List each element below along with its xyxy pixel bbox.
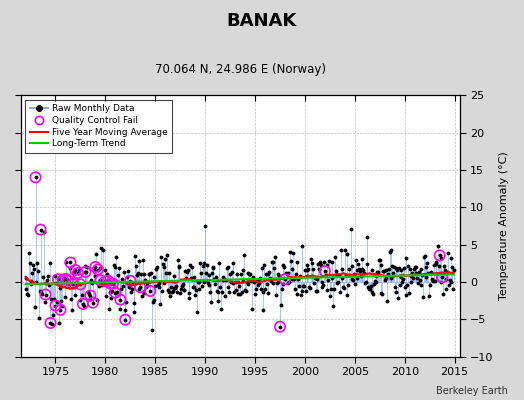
Point xyxy=(116,296,125,303)
Text: Berkeley Earth: Berkeley Earth xyxy=(436,386,508,396)
Point xyxy=(94,266,102,273)
Point xyxy=(61,276,70,282)
Point xyxy=(74,270,82,276)
Point xyxy=(31,174,40,180)
Point xyxy=(59,277,67,283)
Point xyxy=(136,284,145,290)
Point xyxy=(104,278,112,284)
Text: BANAK: BANAK xyxy=(227,12,297,30)
Point xyxy=(36,226,45,233)
Point xyxy=(71,267,80,273)
Point xyxy=(51,302,60,309)
Point xyxy=(79,301,87,307)
Point xyxy=(81,269,90,275)
Y-axis label: Temperature Anomaly (°C): Temperature Anomaly (°C) xyxy=(499,152,509,300)
Point xyxy=(281,276,289,282)
Point xyxy=(64,277,72,284)
Point xyxy=(96,277,105,284)
Point xyxy=(89,300,97,306)
Point xyxy=(438,274,446,280)
Point xyxy=(41,291,50,298)
Legend: Raw Monthly Data, Quality Control Fail, Five Year Moving Average, Long-Term Tren: Raw Monthly Data, Quality Control Fail, … xyxy=(25,100,172,153)
Point xyxy=(91,264,100,270)
Point xyxy=(435,252,444,259)
Point xyxy=(66,259,74,266)
Point xyxy=(69,281,77,287)
Point xyxy=(46,320,54,326)
Title: 70.064 N, 24.986 E (Norway): 70.064 N, 24.986 E (Norway) xyxy=(155,63,325,76)
Point xyxy=(108,280,117,287)
Point xyxy=(111,290,119,296)
Point xyxy=(126,278,135,284)
Point xyxy=(106,280,115,287)
Point xyxy=(86,292,95,299)
Point xyxy=(121,316,129,323)
Point xyxy=(76,281,84,288)
Point xyxy=(54,276,62,282)
Point xyxy=(321,268,329,274)
Point xyxy=(56,307,64,313)
Point xyxy=(276,324,284,330)
Point xyxy=(101,278,110,284)
Point xyxy=(146,288,155,294)
